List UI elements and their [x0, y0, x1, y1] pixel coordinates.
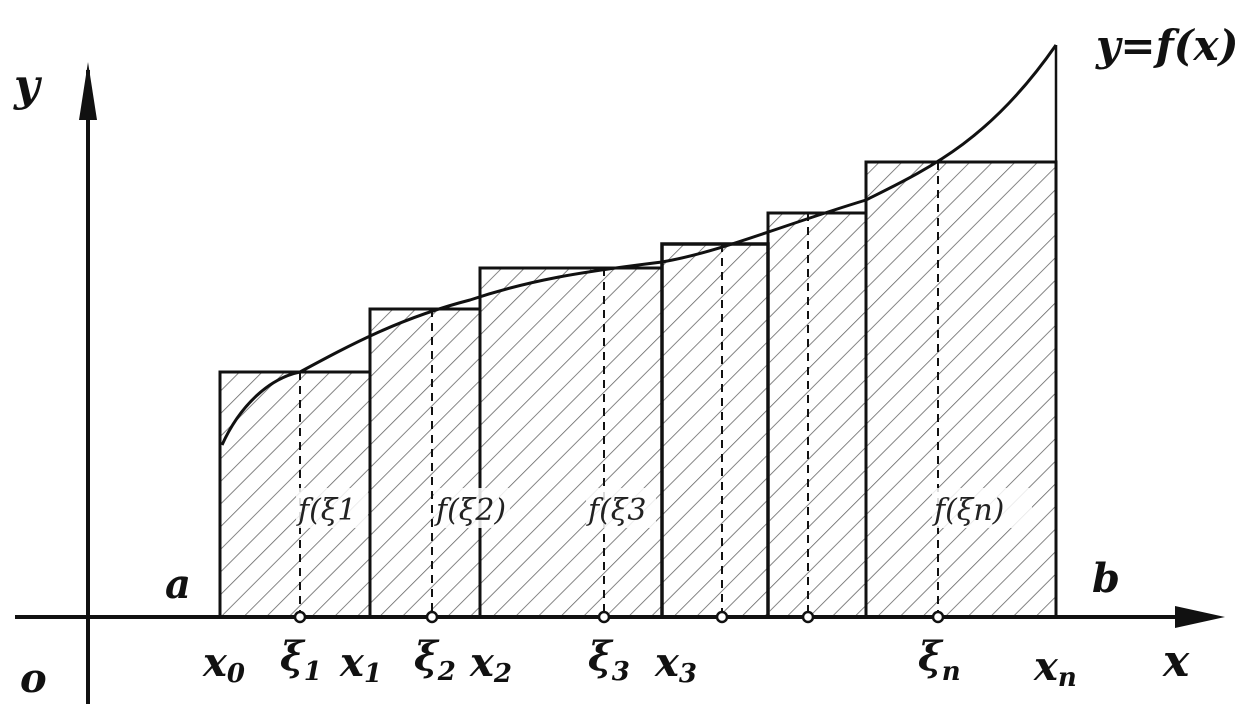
- xi-tick-labels: ξ1 ξ2 ξ3 ξn: [280, 633, 961, 687]
- xi-3-point: [597, 610, 611, 624]
- x1-label: x1: [339, 639, 382, 689]
- xi2-label: ξ2: [414, 633, 456, 687]
- xi-2-point: [425, 610, 439, 624]
- b-label: b: [1092, 555, 1120, 602]
- rect-4: [660, 242, 770, 619]
- f-xi2-label: f(ξ2): [434, 493, 506, 528]
- xi-points: [293, 610, 945, 624]
- curve-label: y=f(x): [1095, 21, 1238, 70]
- f-xin-label: f(ξn): [932, 493, 1004, 528]
- x-tick-labels: x0 x1 x2 x3 xn: [202, 639, 1077, 693]
- f-xi3-label: f(ξ3: [586, 493, 646, 528]
- origin-label: o: [20, 655, 47, 702]
- xi3-label: ξ3: [588, 633, 630, 687]
- xin-label: ξn: [918, 633, 961, 687]
- x3-label: x3: [654, 639, 697, 689]
- f-value-labels: f(ξ1 f(ξ2) f(ξ3 f(ξn): [296, 488, 1032, 528]
- y-axis-label: y: [13, 60, 43, 111]
- f-xi1-label: f(ξ1: [296, 493, 356, 528]
- rectangles: [218, 160, 1058, 619]
- rect-6: [864, 160, 1058, 619]
- y-axis-arrow: [79, 62, 97, 120]
- xn-label: xn: [1033, 643, 1077, 693]
- x-axis-label: x: [1162, 636, 1190, 687]
- xi1-label: ξ1: [280, 633, 322, 687]
- xi-dashed-lines: [299, 162, 939, 617]
- function-curve: [220, 44, 1058, 446]
- xi-4-point: [715, 610, 729, 624]
- x-axis-arrow: [1175, 606, 1225, 628]
- x2-label: x2: [469, 639, 512, 689]
- rect-5: [766, 211, 868, 619]
- a-label: a: [165, 561, 191, 608]
- xi-1-point: [293, 610, 307, 624]
- rect-2: [368, 307, 482, 619]
- rect-3: [478, 266, 664, 619]
- xi-n-point: [931, 610, 945, 624]
- x0-label: x0: [202, 639, 245, 689]
- xi-5-point: [801, 610, 815, 624]
